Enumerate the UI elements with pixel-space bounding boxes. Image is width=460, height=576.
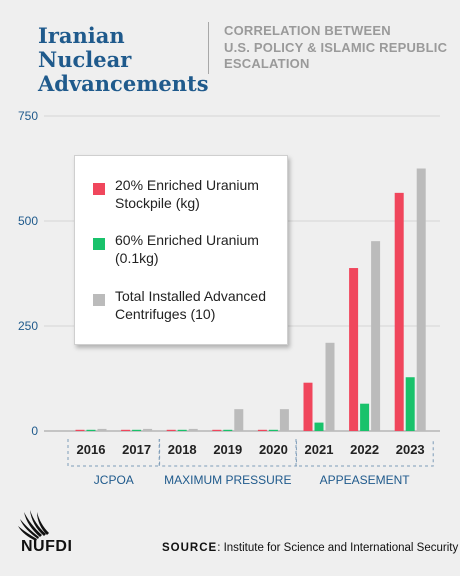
subtitle-line-1: CORRELATION BETWEEN	[224, 23, 391, 38]
bar	[223, 429, 233, 431]
period-bracket	[158, 439, 297, 467]
bar	[371, 241, 381, 431]
bar	[416, 168, 426, 431]
header-divider	[208, 22, 209, 74]
subtitle-line-3: ESCALATION	[224, 56, 310, 71]
bar	[97, 428, 107, 431]
bar	[257, 429, 267, 431]
header: Iranian Nuclear Advancements CORRELATION…	[0, 0, 460, 96]
bar	[303, 382, 313, 431]
nufdi-logo-icon	[18, 510, 49, 541]
bar	[86, 429, 96, 431]
legend-swatch-red	[93, 183, 105, 195]
title-line-2: Advancements	[38, 71, 209, 96]
y-tick-label: 500	[18, 214, 38, 228]
legend-swatch-green	[93, 238, 105, 250]
legend-label-line2: Stockpile (kg)	[115, 195, 200, 211]
legend-label-line1: 60% Enriched Uranium	[115, 232, 259, 248]
x-tick-label: 2021	[305, 442, 334, 457]
period-label: JCPOA	[94, 473, 134, 487]
legend-label: 20% Enriched Uranium Stockpile (kg)	[115, 176, 285, 212]
legend-swatch-gray	[93, 294, 105, 306]
bar	[132, 429, 142, 431]
period-bracket	[295, 439, 434, 467]
legend-label-line1: 20% Enriched Uranium	[115, 177, 259, 193]
bar	[279, 409, 289, 431]
source-label: SOURCE	[162, 542, 218, 554]
bar-chart: 0 250 500 750 2016 2017 2018 2019 2020 2021 2022 20…	[18, 109, 440, 487]
logo-text: NUFDI	[21, 538, 73, 555]
x-tick-label: 2020	[259, 442, 288, 457]
bar	[268, 429, 278, 431]
bar	[121, 429, 131, 431]
bar	[212, 429, 222, 431]
chart-legend: 20% Enriched Uranium Stockpile (kg) 60% …	[74, 155, 288, 345]
bar	[234, 409, 244, 431]
period-label: MAXIMUM PRESSURE	[164, 473, 291, 487]
subtitle-line-2: U.S. POLICY & ISLAMIC REPUBLIC	[224, 39, 448, 55]
bar	[405, 377, 415, 431]
legend-label: 60% Enriched Uranium (0.1kg)	[115, 231, 285, 267]
source-colon: :	[217, 542, 224, 554]
y-tick-label: 750	[18, 109, 38, 123]
title-line-1: Iranian Nuclear	[38, 23, 132, 72]
bar	[143, 428, 153, 431]
legend-label-line2: Centrifuges (10)	[115, 306, 216, 322]
x-tick-label: 2018	[168, 442, 197, 457]
x-tick-label: 2017	[122, 442, 151, 457]
page-subtitle: CORRELATION BETWEEN U.S. POLICY & ISLAMI…	[224, 23, 454, 73]
legend-label: Total Installed Advanced Centrifuges (10…	[115, 287, 285, 323]
bar	[188, 428, 198, 431]
bar	[360, 403, 370, 431]
y-tick-label: 0	[31, 424, 38, 438]
legend-label-line1: Total Installed Advanced	[115, 288, 266, 304]
bar	[349, 268, 359, 431]
x-tick-label: 2019	[213, 442, 242, 457]
x-tick-label: 2023	[396, 442, 425, 457]
bar	[177, 429, 187, 431]
y-tick-label: 250	[18, 319, 38, 333]
period-label: APPEASEMENT	[320, 473, 411, 487]
bar	[166, 429, 176, 431]
bar	[75, 429, 85, 431]
source-text: Institute for Science and International …	[223, 542, 459, 554]
bar	[314, 422, 324, 431]
x-tick-label: 2016	[77, 442, 106, 457]
page-title: Iranian Nuclear Advancements	[38, 23, 209, 96]
bar	[394, 192, 404, 431]
legend-label-line2: (0.1kg)	[115, 250, 159, 266]
bar	[325, 342, 335, 431]
x-tick-label: 2022	[350, 442, 379, 457]
source-note: SOURCE: Institute for Science and Intern…	[162, 542, 458, 554]
